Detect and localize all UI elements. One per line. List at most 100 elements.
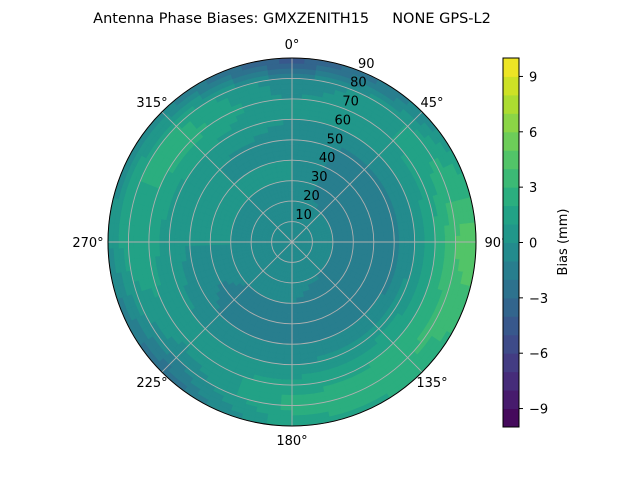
contour-cell xyxy=(279,420,292,426)
colorbar-band xyxy=(503,95,519,114)
colorbar-band xyxy=(503,58,519,77)
colorbar-band xyxy=(503,390,519,409)
contour-cell xyxy=(283,359,292,364)
contour-cell xyxy=(282,94,292,99)
contour-cell xyxy=(287,308,292,313)
contour-cell xyxy=(286,324,292,329)
contour-cell xyxy=(358,235,363,240)
contour-cell xyxy=(292,135,299,140)
contour-cell xyxy=(282,99,292,104)
contour-cell xyxy=(288,186,292,191)
colorbar-band xyxy=(503,335,519,354)
contour-cell xyxy=(328,238,333,241)
contour-cell xyxy=(284,130,292,135)
radial-tick-label: 60 xyxy=(334,113,351,128)
contour-cell xyxy=(292,84,303,89)
contour-cell xyxy=(292,181,296,186)
contour-cell xyxy=(280,68,292,74)
contour-cell xyxy=(292,329,298,334)
angular-tick-label: 225° xyxy=(136,376,167,391)
contour-cell xyxy=(284,124,292,129)
contour-cell xyxy=(226,244,231,249)
contour-cell xyxy=(288,298,292,303)
contour-cell xyxy=(284,349,292,354)
contour-cell xyxy=(286,155,292,160)
chart-title: Antenna Phase Biases: GMXZENITH15 NONE G… xyxy=(93,11,491,27)
colorbar-band xyxy=(503,353,519,372)
contour-cell xyxy=(281,400,292,405)
contour-cell xyxy=(399,230,405,238)
contour-cell xyxy=(292,176,297,181)
radial-tick-label: 80 xyxy=(350,76,367,91)
contour-cell xyxy=(292,298,296,303)
radial-tick-label: 70 xyxy=(342,95,359,110)
contour-cell xyxy=(292,114,301,119)
contour-cell xyxy=(292,395,303,400)
contour-cell xyxy=(292,63,304,69)
contour-cell xyxy=(286,329,292,334)
colorbar-band xyxy=(503,316,519,335)
contour-cell xyxy=(292,119,301,124)
contour-cell xyxy=(368,245,373,251)
contour-cell xyxy=(281,84,292,89)
contour-cell xyxy=(292,364,301,369)
radial-tick-label: 40 xyxy=(319,151,336,166)
contour-cell xyxy=(292,58,305,64)
contour-cell xyxy=(383,245,389,252)
contour-cell xyxy=(363,244,368,250)
contour-cell xyxy=(280,63,292,69)
radial-tick-label: 90 xyxy=(358,57,375,72)
contour-cell xyxy=(292,334,299,339)
contour-cell xyxy=(292,344,299,349)
contour-cell xyxy=(210,233,215,239)
contour-cell xyxy=(285,344,292,349)
contour-cell xyxy=(280,415,292,421)
contour-cell xyxy=(292,94,302,99)
contour-cell xyxy=(215,244,220,250)
contour-cell xyxy=(283,369,292,374)
contour-cell xyxy=(404,230,410,238)
contour-cell xyxy=(283,181,288,187)
contour-cell xyxy=(363,234,368,240)
contour-cell xyxy=(281,78,292,83)
colorbar-band xyxy=(503,113,519,132)
colorbar-tick-label: 0 xyxy=(529,237,537,252)
contour-cell xyxy=(404,246,410,254)
contour-cell xyxy=(292,303,297,308)
contour-cell xyxy=(292,170,297,175)
contour-cell xyxy=(292,130,300,135)
contour-cell xyxy=(195,245,201,252)
radial-tick-label: 10 xyxy=(295,208,312,223)
contour-cell xyxy=(292,375,302,380)
contour-cell xyxy=(281,395,292,400)
colorbar-band xyxy=(503,298,519,317)
contour-cell xyxy=(287,303,292,308)
polar-grid xyxy=(108,58,476,426)
contour-cell xyxy=(292,283,295,288)
contour-cell xyxy=(292,288,296,293)
contour-cell xyxy=(284,354,292,359)
contour-cell xyxy=(283,119,292,124)
contour-cell xyxy=(343,236,348,240)
colorbar-band xyxy=(503,150,519,169)
contour-cell xyxy=(292,150,298,155)
contour-cell xyxy=(285,135,292,140)
colorbar-band xyxy=(503,224,519,243)
angular-tick-label: 270° xyxy=(72,236,103,251)
contour-cell xyxy=(285,334,292,339)
contour-cell xyxy=(285,339,292,344)
contour-cell xyxy=(296,298,301,304)
contour-cell xyxy=(292,420,305,426)
contour-cell xyxy=(292,104,302,109)
contour-cell xyxy=(287,170,292,175)
contour-cell xyxy=(292,109,301,114)
contour-cell xyxy=(280,410,292,416)
contour-cell xyxy=(292,160,298,165)
contour-cell xyxy=(282,385,292,390)
angular-tick-label: 180° xyxy=(276,434,307,449)
contour-cell xyxy=(287,176,292,181)
contour-cell xyxy=(373,233,379,239)
contour-cell xyxy=(283,114,292,119)
contour-cell xyxy=(175,246,181,254)
